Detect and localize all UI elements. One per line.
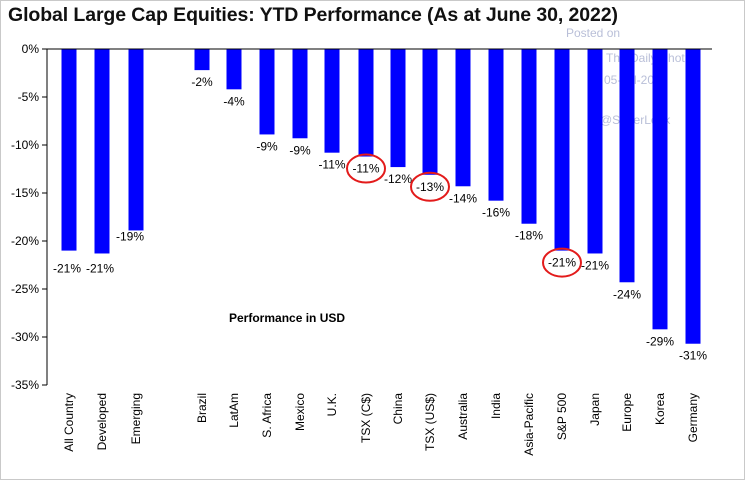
data-label: -21% <box>86 262 114 276</box>
x-tick-label: China <box>391 393 405 425</box>
x-tick-label: TSX (C$) <box>359 393 373 443</box>
bar <box>94 49 110 254</box>
bar <box>128 49 144 231</box>
data-label: -21% <box>53 262 81 276</box>
data-label: -11% <box>352 162 379 176</box>
x-tick-label: U.K. <box>325 393 339 416</box>
y-tick-label: -25% <box>11 282 39 296</box>
x-tick-label: Europe <box>620 393 634 432</box>
highlight-circle <box>542 247 582 278</box>
x-tick-label: Germany <box>686 393 700 442</box>
data-label: -12% <box>384 172 412 186</box>
x-tick-label-group: TSX (C$) <box>359 393 373 443</box>
bar <box>619 49 635 283</box>
x-tick-label: S. Africa <box>260 393 274 438</box>
x-tick-label-group: LatAm <box>227 393 241 428</box>
data-label: -31% <box>679 349 707 363</box>
bar <box>422 49 438 175</box>
data-label: -4% <box>223 94 245 108</box>
x-tick-label-group: China <box>391 393 405 425</box>
x-tick-label: Brazil <box>195 393 209 423</box>
x-tick-label: LatAm <box>227 393 241 428</box>
x-tick-label-group: Korea <box>653 393 667 425</box>
y-tick-label: -35% <box>11 378 39 392</box>
y-tick-label: -30% <box>11 330 39 344</box>
x-tick-label: Australia <box>456 393 470 440</box>
data-label: -19% <box>116 229 144 243</box>
data-label: -29% <box>646 334 674 348</box>
x-tick-label: TSX (US$) <box>423 393 437 451</box>
data-label: -18% <box>515 229 543 243</box>
y-tick-label: 0% <box>22 42 40 56</box>
bar <box>226 49 242 90</box>
x-tick-label-group: U.K. <box>325 393 339 416</box>
data-label: -11% <box>318 158 345 172</box>
bar <box>61 49 77 251</box>
x-tick-label-group: Japan <box>588 393 602 426</box>
data-label: -9% <box>289 143 311 157</box>
data-label: -2% <box>191 75 213 89</box>
x-tick-label-group: TSX (US$) <box>423 393 437 451</box>
x-tick-label-group: India <box>489 393 503 419</box>
bar <box>292 49 308 139</box>
bar <box>390 49 406 168</box>
x-tick-label: Emerging <box>129 393 143 444</box>
data-label: -14% <box>449 191 477 205</box>
x-tick-label: S&P 500 <box>555 393 569 440</box>
highlight-circle <box>346 153 386 184</box>
x-tick-label: Asia-Pacific <box>522 393 536 456</box>
x-tick-label-group: S&P 500 <box>555 393 569 440</box>
x-tick-label-group: Emerging <box>129 393 143 444</box>
x-tick-label-group: Europe <box>620 393 634 432</box>
data-label: -21% <box>548 256 576 270</box>
data-label: -13% <box>416 180 444 194</box>
bar <box>488 49 504 201</box>
bar <box>652 49 668 330</box>
x-tick-label-group: S. Africa <box>260 393 274 438</box>
bar <box>259 49 275 135</box>
x-tick-label-group: Mexico <box>293 393 307 431</box>
x-tick-label: Japan <box>588 393 602 426</box>
x-tick-label-group: Australia <box>456 393 470 440</box>
bar <box>455 49 471 187</box>
x-tick-label-group: Developed <box>95 393 109 450</box>
y-tick-label: -20% <box>11 234 39 248</box>
x-tick-label: Developed <box>95 393 109 450</box>
highlight-circle <box>410 171 450 202</box>
x-tick-label: All Country <box>62 393 76 452</box>
y-tick-label: -10% <box>11 138 39 152</box>
watermark-posted: Posted on <box>566 26 621 40</box>
bar <box>194 49 210 71</box>
x-tick-label-group: Brazil <box>195 393 209 423</box>
chart-annotation: Performance in USD <box>229 311 345 325</box>
x-tick-label: Mexico <box>293 393 307 431</box>
y-tick-label: -5% <box>18 90 40 104</box>
bar <box>324 49 340 153</box>
x-tick-label-group: All Country <box>62 393 76 452</box>
x-tick-label: Korea <box>653 393 667 425</box>
bar <box>685 49 701 344</box>
x-tick-label: India <box>489 393 503 419</box>
bar <box>521 49 537 224</box>
bar <box>554 49 570 251</box>
bar <box>587 49 603 254</box>
data-label: -24% <box>613 287 641 301</box>
x-tick-label-group: Germany <box>686 393 700 442</box>
data-label: -9% <box>256 139 278 153</box>
x-tick-label-group: Asia-Pacific <box>522 393 536 456</box>
data-label: -21% <box>581 258 609 272</box>
data-label: -16% <box>482 206 510 220</box>
chart-title: Global Large Cap Equities: YTD Performan… <box>8 4 618 26</box>
bar <box>358 49 374 157</box>
y-tick-label: -15% <box>11 186 39 200</box>
